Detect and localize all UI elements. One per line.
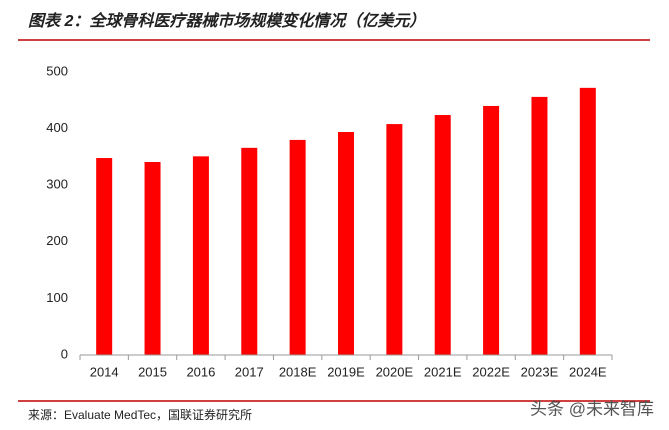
- y-tick-label: 100: [46, 290, 68, 305]
- bar: [96, 158, 113, 355]
- bar: [192, 156, 209, 355]
- y-tick-label: 500: [46, 63, 68, 78]
- x-tick-label: 2015: [138, 364, 167, 379]
- y-tick-label: 300: [46, 177, 68, 192]
- y-tick-label: 0: [61, 346, 68, 361]
- source-note: 来源：Evaluate MedTec，国联证券研究所: [28, 407, 252, 422]
- x-tick-label: 2021E: [424, 364, 462, 379]
- x-tick-label: 2017: [235, 364, 264, 379]
- bar: [579, 87, 596, 356]
- y-tick-label: 200: [46, 233, 68, 248]
- x-tick-label: 2016: [186, 364, 215, 379]
- x-tick-label: 2023E: [521, 364, 559, 379]
- x-tick-label: 2022E: [472, 364, 510, 379]
- x-tick-label: 2018E: [279, 364, 317, 379]
- bar: [338, 131, 354, 355]
- chart-title: 图表 2：全球骨科医疗器械市场规模变化情况（亿美元）: [28, 11, 425, 30]
- y-tick-label: 400: [46, 120, 68, 135]
- x-tick-label: 2024E: [569, 364, 607, 379]
- x-tick-label: 2020E: [376, 364, 414, 379]
- watermark: 头条 @未来智库: [530, 399, 654, 418]
- bar: [144, 161, 161, 355]
- bar: [241, 147, 258, 355]
- bar: [483, 105, 500, 356]
- x-tick-label: 2014: [90, 364, 119, 379]
- bar: [434, 115, 451, 356]
- x-tick-label: 2019E: [327, 364, 365, 379]
- bar: [386, 124, 403, 356]
- bar: [289, 139, 306, 355]
- bar: [531, 96, 548, 356]
